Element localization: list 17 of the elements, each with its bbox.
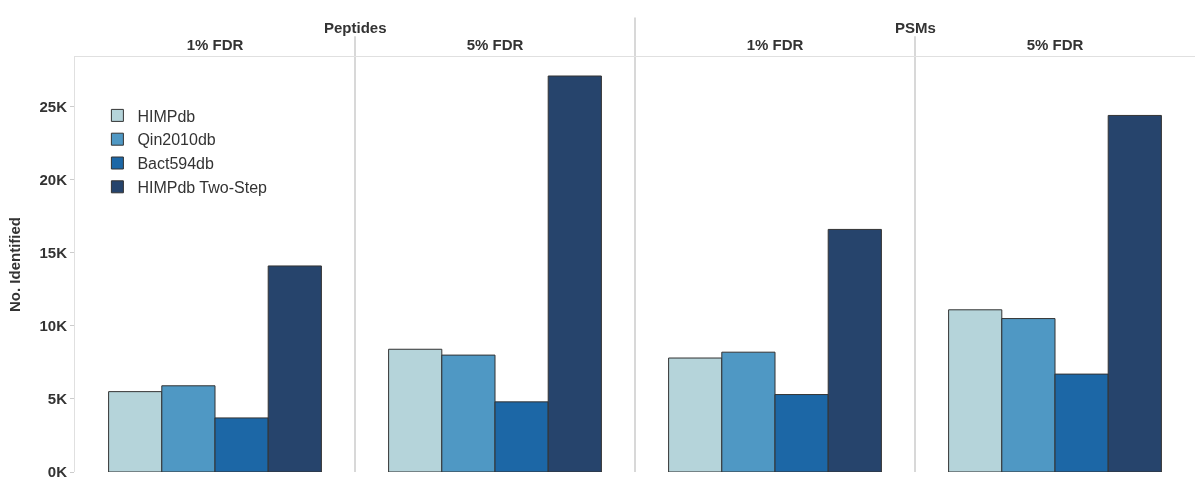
y-tick-label: 10K xyxy=(39,317,68,335)
y-tick-label: 0K xyxy=(47,463,68,481)
legend-label: HIMPdb Two-Step xyxy=(137,179,268,197)
x-tick-label: 1% FDR xyxy=(186,36,244,53)
x-tick-label: 1% FDR xyxy=(746,36,804,53)
y-axis-title: No. Identified xyxy=(5,217,23,312)
y-tick-label: 15K xyxy=(39,244,68,262)
legend-label: Bact594db xyxy=(137,155,215,173)
y-tick-label: 20K xyxy=(39,171,68,188)
x-tick-label: 5% FDR xyxy=(1026,36,1084,53)
text: PSMs xyxy=(895,19,936,36)
legend-label: Qin2010db xyxy=(137,131,216,149)
x-tick-label: 5% FDR xyxy=(466,36,524,53)
y-tick-label: 25K xyxy=(39,97,68,115)
text: Peptides xyxy=(324,19,387,36)
y-tick-label: 5K xyxy=(47,390,68,408)
legend-label: HIMPdb xyxy=(137,107,196,125)
